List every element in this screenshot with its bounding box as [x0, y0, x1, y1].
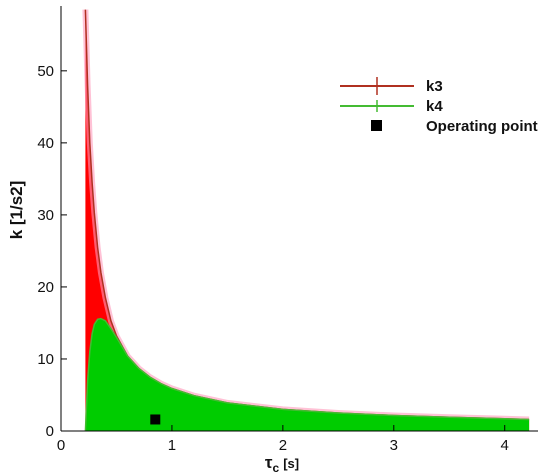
k4-legend-label: k4 — [426, 98, 443, 115]
x-tick-label: 0 — [57, 437, 65, 454]
legend: k3 k4 Operating point — [340, 77, 538, 135]
y-axis-title: k [1/s2] — [7, 181, 26, 240]
k4-series-line — [84, 317, 530, 432]
x-axis-title-main: τ — [265, 453, 273, 472]
y-tick-label: 0 — [46, 423, 54, 440]
y-ticks: 0 10 20 30 40 50 — [37, 63, 67, 440]
x-tick-label: 4 — [501, 437, 509, 454]
x-axis-title-subscript: c — [273, 461, 280, 475]
x-axis-title: τc [s] — [265, 453, 299, 475]
k3-series-halo — [82, 9, 530, 423]
x-tick-label: 1 — [168, 437, 176, 454]
y-tick-label: 40 — [37, 135, 54, 152]
y-tick-label: 30 — [37, 207, 54, 224]
plot-area — [82, 9, 530, 432]
operating-point-legend-marker — [371, 120, 382, 131]
operating-point-legend-label: Operating point — [426, 118, 538, 135]
k3-series-line — [84, 9, 530, 421]
operating-point-marker — [150, 414, 161, 425]
x-axis-title-unit: [s] — [283, 456, 299, 471]
k4-series-area — [85, 318, 530, 431]
k3-legend-label: k3 — [426, 78, 443, 95]
x-tick-label: 3 — [390, 437, 398, 454]
y-tick-label: 20 — [37, 279, 54, 296]
axes: 0 1 2 3 4 0 10 20 30 40 50 — [37, 6, 538, 454]
y-tick-label: 50 — [37, 63, 54, 80]
x-ticks: 0 1 2 3 4 — [57, 425, 509, 454]
legend-item-k4: k4 — [340, 98, 443, 115]
legend-item-k3: k3 — [340, 77, 443, 95]
legend-item-operating-point: Operating point — [371, 118, 538, 135]
y-tick-label: 10 — [37, 351, 54, 368]
k3-series-area — [85, 9, 530, 431]
x-tick-label: 2 — [279, 437, 287, 454]
